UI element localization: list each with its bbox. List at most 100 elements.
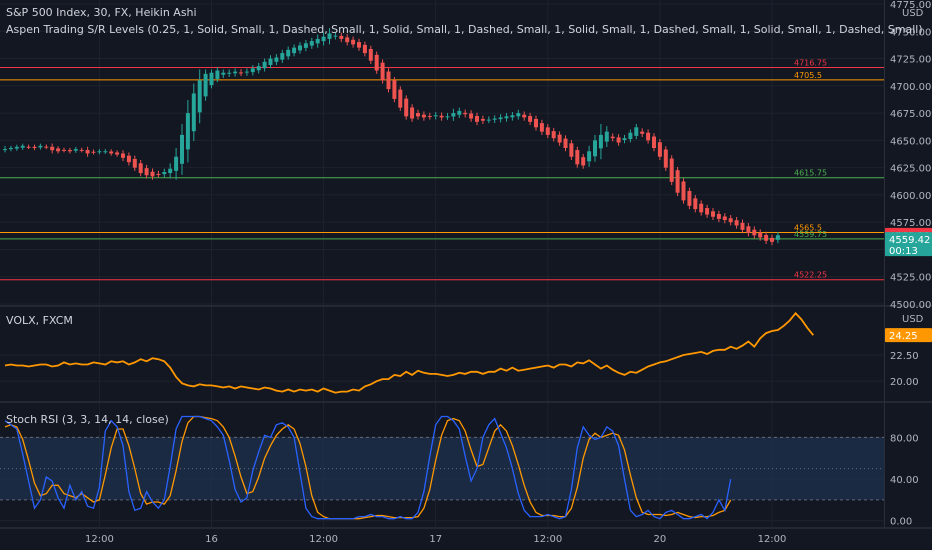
candle [486,116,491,124]
y-tick-label: 4725.00 [890,55,931,66]
candle-body [44,146,49,148]
candle [339,32,344,43]
candle [239,69,243,76]
candle [91,149,96,155]
candle-body [451,113,456,117]
y-tick-label: 4650.00 [890,136,931,147]
candle [303,40,308,52]
candle-body [445,116,450,118]
candle [758,229,763,241]
candle [67,147,72,154]
candle-body [162,172,167,175]
candle [191,83,196,142]
candle [640,128,645,138]
sr-level-label: 4716.75 [794,59,827,68]
stoch-k-line [4,415,732,520]
candle-body [250,68,255,73]
candle-body [563,138,568,148]
y-unit-label: USD [902,8,924,19]
candle [663,146,668,171]
candle-body [693,198,698,210]
candles[interactable] [3,28,780,246]
candle-body [722,216,727,220]
y-tick-label: 4750.00 [890,27,931,38]
y-tick-label: 20.00 [890,377,919,388]
candle-body [8,148,13,150]
candle [433,112,438,120]
stoch-d-line [4,415,732,520]
candle-body [463,112,468,115]
candle-body [681,181,686,201]
candle-body [392,80,397,99]
candle-body [345,37,350,43]
pane-separators[interactable] [0,0,932,529]
candle [162,168,167,178]
candle-body [286,49,291,57]
candle [522,111,527,121]
candle-body [528,116,533,122]
candle [770,234,774,246]
candle-body [321,36,326,42]
candle-body [628,132,633,140]
candle-body [764,234,769,241]
stoch-title[interactable]: Stoch RSI (3, 3, 14, 14, close) [6,413,169,426]
sr-level-label: 4559.75 [794,230,827,239]
candle-body [197,80,202,113]
candle [221,69,226,78]
candle-body [711,211,715,217]
candle [421,111,426,121]
candle [250,65,255,76]
candle-body [185,113,190,150]
candle-body [480,118,485,121]
candle [197,69,202,124]
x-tick-label: 12:00 [309,534,338,545]
candle [368,45,373,64]
candle-body [475,116,479,122]
candle-body [103,151,108,153]
volx-title[interactable]: VOLX, FXCM [6,314,73,327]
candle-body [510,115,515,118]
candle-body [3,149,7,151]
candle-body [215,70,220,79]
y-tick-label: 0.00 [890,517,912,528]
symbol-title[interactable]: S&P 500 Index, 30, FX, Heikin Ashi [6,6,197,19]
candle-body [380,62,385,81]
time-axis[interactable]: 12:00 16 12:00 17 12:00 20 12:00 [85,534,786,545]
x-tick-label: 12:00 [85,534,114,545]
candle-body [758,232,763,238]
candle [445,113,450,120]
candle [475,112,479,126]
candle-body [728,218,733,223]
candle [203,69,208,101]
candle-body [50,146,55,151]
sr-level-label: 4615.75 [794,169,827,178]
indicator-title[interactable]: Aspen Trading S/R Levels (0.25, 1, Solid… [6,23,923,36]
y-tick-label: 4775.00 [890,0,931,11]
candle [516,109,521,120]
candle [321,32,326,46]
volx-badge: 24.25 [885,328,932,343]
volx-series[interactable] [4,311,814,394]
candle-body [386,71,391,90]
candle [227,69,232,77]
candle [268,55,273,69]
candle-body [404,98,409,117]
price-axis[interactable]: 4500.004525.004550.004575.004600.004625.… [890,0,931,528]
candle [351,36,356,48]
candle [746,223,751,237]
candle-body [174,156,179,171]
candle [669,155,674,186]
candle-body [498,117,503,120]
candle-body [292,47,297,54]
candle-body [663,149,668,168]
candle [174,148,179,180]
candle [168,163,173,179]
stoch-series[interactable] [4,415,732,520]
candle-body [327,33,332,39]
candle [56,146,61,154]
candle-body [504,116,509,119]
candle-body [522,114,527,118]
